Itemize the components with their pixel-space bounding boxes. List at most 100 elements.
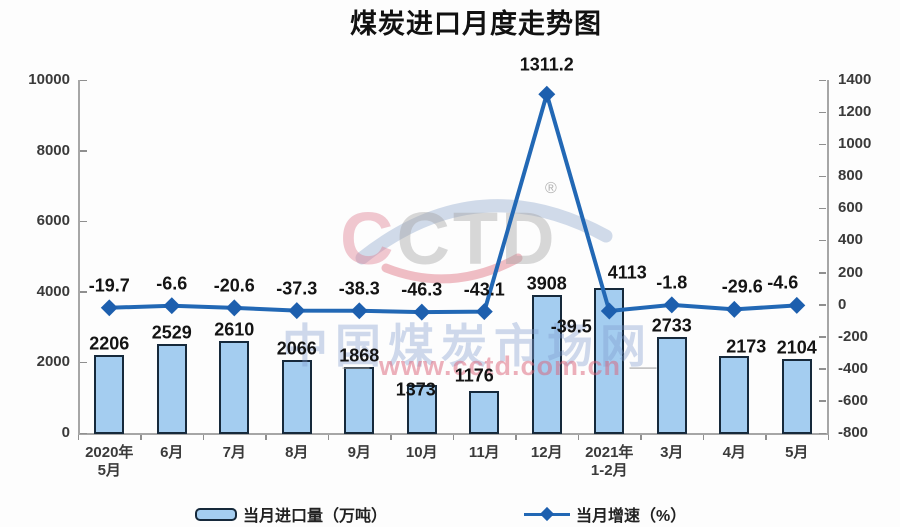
line-value-label: -19.7 [88, 275, 130, 296]
watermark-site-name: 中国煤炭市场网 [282, 320, 653, 372]
y-axis-right-label: 600 [838, 199, 864, 217]
legend-item-imports: 当月进口量（万吨） [195, 503, 387, 525]
chart-title: 煤炭进口月度走势图 [350, 9, 602, 39]
x-axis-label: 2020年 5月 [85, 444, 134, 479]
y-axis-left-tick [80, 291, 87, 293]
x-axis-label: 4月 [722, 444, 746, 461]
y-axis-left-label: 0 [61, 424, 70, 441]
bar [219, 340, 250, 434]
line-point-marker [788, 296, 806, 314]
legend: 当月进口量（万吨） 当月增速（%） [0, 503, 900, 527]
bar [94, 355, 125, 434]
bar-value-label: 1176 [454, 365, 494, 386]
y-axis-right [827, 80, 829, 433]
y-axis-right-tick [819, 336, 826, 338]
line-point-marker [475, 303, 493, 321]
y-axis-right-tick [819, 272, 826, 274]
y-axis-right-tick [819, 207, 826, 210]
x-axis-tick [515, 435, 517, 440]
x-axis-label: 8月 [285, 444, 309, 461]
x-axis-label: 11月 [468, 444, 500, 461]
line-value-label: -29.6 [721, 276, 763, 297]
bar [344, 367, 375, 434]
bar-value-label: 2529 [151, 322, 192, 343]
line-swatch-icon [524, 506, 570, 522]
bar-value-label: 2610 [214, 319, 255, 340]
watermark-logo-ctd: CTD [396, 197, 558, 280]
y-axis-left-label: 2000 [36, 353, 70, 371]
x-axis-tick [140, 435, 142, 440]
line-value-label: -46.3 [401, 279, 443, 300]
line-point-marker [413, 303, 431, 321]
line-point-marker [288, 302, 306, 320]
line-value-label: -43.1 [463, 279, 505, 300]
y-axis-left-label: 8000 [36, 141, 70, 159]
watermark-dash-right: — [629, 351, 658, 381]
bar [656, 336, 687, 434]
bar [156, 343, 187, 434]
bar-value-label: 2733 [651, 315, 692, 336]
bar [281, 360, 312, 434]
watermark-logo-c: C [340, 197, 397, 280]
watermark-dash-left: — [342, 351, 371, 381]
x-axis-tick [390, 435, 392, 440]
y-axis-right-tick [819, 143, 826, 146]
line-point-marker [725, 300, 743, 318]
x-axis-tick [640, 435, 642, 440]
y-axis-right-tick [819, 400, 826, 402]
diamond-marker-icon [539, 506, 555, 522]
line-value-label: -6.6 [156, 273, 188, 294]
y-axis-right-tick [819, 239, 826, 242]
y-axis-right-tick [819, 304, 826, 306]
y-axis-right-tick [819, 432, 826, 434]
watermark-url-line: — www.cctd.com.cn — [290, 351, 710, 382]
line-value-label: 1311.2 [519, 54, 574, 75]
watermark-red-swoosh [381, 253, 523, 284]
watermark-url: www.cctd.com.cn [378, 351, 622, 381]
line-point-marker [600, 302, 618, 320]
x-axis-tick [327, 435, 329, 440]
x-axis-tick [577, 435, 579, 440]
x-axis-label: 2021年 1-2月 [585, 444, 634, 479]
bar-value-label: 1868 [339, 345, 380, 366]
bar-value-label: 2206 [89, 333, 130, 354]
line-point-marker [350, 302, 368, 320]
y-axis-right-tick [819, 111, 826, 114]
line-point-marker [100, 299, 118, 317]
y-axis-right-label: 0 [838, 295, 847, 313]
y-axis-right-label: 400 [838, 231, 864, 249]
y-axis-left-tick [80, 361, 87, 364]
y-axis-left-tick [80, 79, 87, 81]
legend-item-growth: 当月增速（%） [524, 503, 686, 525]
y-axis-left-tick [80, 220, 87, 223]
y-axis-right-label: 1200 [838, 103, 872, 121]
bar [531, 295, 562, 434]
y-axis-left-tick [80, 150, 87, 152]
legend-label-growth: 当月增速（%） [576, 508, 687, 525]
line-point-marker [225, 299, 243, 317]
x-axis-label: 12月 [530, 444, 563, 461]
x-axis-label: 9月 [347, 444, 371, 461]
bar [469, 391, 500, 434]
bar [781, 358, 812, 434]
line-value-label: -38.3 [338, 278, 380, 299]
bar-value-label: 4113 [607, 262, 647, 283]
bar-value-label: 2173 [726, 336, 767, 357]
line-value-label: -1.8 [656, 272, 688, 293]
x-axis-tick [702, 435, 704, 440]
y-axis-left-label: 10000 [28, 71, 70, 88]
bar [719, 356, 750, 434]
y-axis-right-tick [819, 175, 826, 178]
x-axis-tick [827, 435, 829, 440]
line-point-marker [538, 85, 556, 103]
registered-trademark-icon: ® [545, 180, 557, 197]
x-axis-tick [765, 435, 767, 440]
x-axis-label: 5月 [785, 444, 809, 461]
bar-value-label: 1373 [395, 379, 436, 400]
y-axis-left-label: 4000 [36, 282, 70, 300]
y-axis-right-label: -600 [838, 391, 869, 409]
bar [594, 287, 625, 434]
